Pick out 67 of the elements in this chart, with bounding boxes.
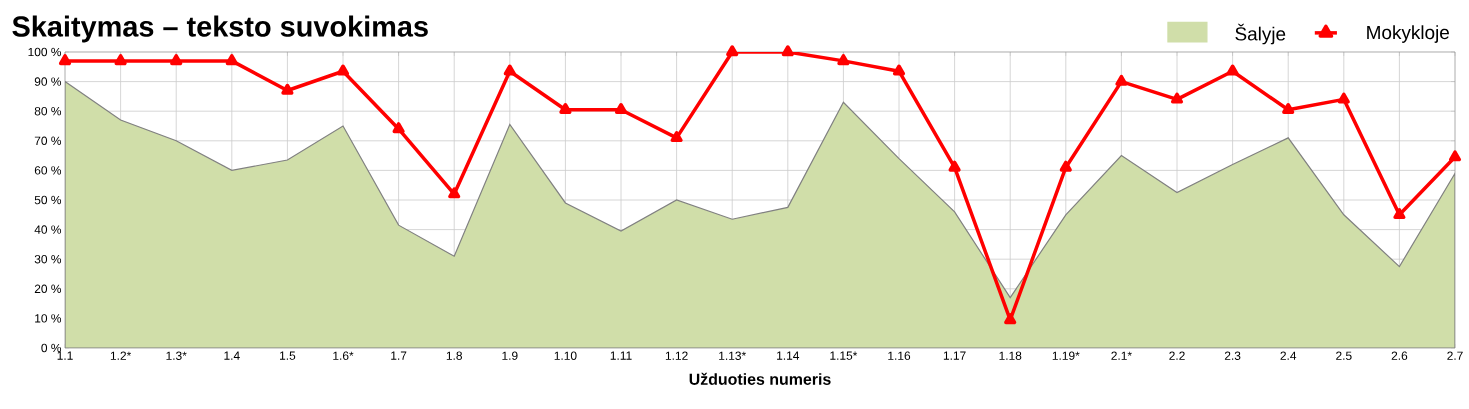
x-tick-label: 1.15* [830, 351, 858, 360]
x-tick-label: 2.3 [1224, 351, 1241, 360]
point [1059, 160, 1072, 172]
point [837, 54, 850, 66]
x-tick-label: 1.8 [446, 351, 462, 360]
point [948, 160, 961, 172]
point [336, 64, 350, 76]
x-tick-label: 1.9 [502, 351, 518, 360]
legend-label: Mokykloje [1367, 25, 1449, 43]
x-tick-label: 1.12 [665, 351, 688, 360]
x-tick-label: 1.16 [888, 351, 911, 360]
x-tick-label: 2.5 [1336, 351, 1352, 360]
x-tick-label: 1.6* [333, 351, 354, 360]
point [1115, 74, 1128, 86]
x-tick-label: 1.2* [110, 351, 132, 360]
y-tick-label: 10 % [35, 314, 62, 323]
y-tick-label: 70 % [34, 136, 62, 146]
point [1170, 92, 1184, 104]
y-tick-label: 100 % [28, 47, 62, 57]
point [448, 187, 461, 199]
x-tick-label: 2.6 [1391, 351, 1408, 360]
point [781, 45, 794, 57]
point [1004, 313, 1017, 325]
point [670, 131, 683, 143]
x-tick-label: 2.1* [1111, 351, 1132, 360]
x-tick-label: 2.4 [1280, 351, 1297, 360]
y-tick-label: 40 % [34, 225, 62, 234]
y-tick-label: 30 % [34, 254, 62, 264]
x-tick-label: 1.18 [999, 351, 1022, 360]
x-tick-label: 1.7 [391, 351, 407, 360]
x-tick-label: 2.2 [1169, 351, 1185, 360]
point [392, 122, 405, 134]
x-tick-label: 1.14 [777, 351, 800, 360]
point [503, 64, 516, 76]
x-axis-title: Užduoties numeris [689, 372, 831, 385]
x-tick-label: 1.17 [943, 351, 966, 360]
legend-label: Šalyje [1235, 23, 1286, 45]
point [114, 54, 127, 66]
x-tick-label: 2.7 [1447, 351, 1463, 360]
y-tick-label: 80 % [34, 106, 62, 116]
x-tick-label: 1.1 [57, 351, 73, 360]
point [281, 83, 294, 95]
point [170, 54, 183, 66]
point [1337, 92, 1350, 104]
y-tick-label: 20 % [34, 284, 62, 294]
point [1226, 64, 1239, 76]
point [58, 54, 72, 66]
x-tick-label: 1.5 [280, 351, 296, 360]
x-tick-label: 1.11 [610, 351, 632, 360]
chart-title: Skaitymas – teksto suvokimas [12, 15, 428, 43]
x-tick-label: 1.3* [166, 351, 187, 360]
x-tick-label: 1.10 [554, 351, 577, 360]
x-tick-label: 1.19* [1052, 351, 1080, 360]
point [726, 45, 739, 57]
x-tick-label: 1.13* [719, 351, 746, 360]
point [614, 102, 628, 114]
point [1448, 150, 1462, 162]
y-tick-label: 90 % [34, 77, 62, 86]
y-tick-label: 50 % [34, 195, 62, 205]
y-tick-label: 0 % [41, 343, 62, 353]
point [1393, 208, 1406, 220]
point [559, 102, 572, 114]
point [1282, 102, 1295, 114]
x-tick-label: 1.4 [224, 351, 240, 360]
point [225, 54, 238, 66]
y-tick-label: 60 % [34, 166, 62, 175]
point [892, 64, 906, 76]
